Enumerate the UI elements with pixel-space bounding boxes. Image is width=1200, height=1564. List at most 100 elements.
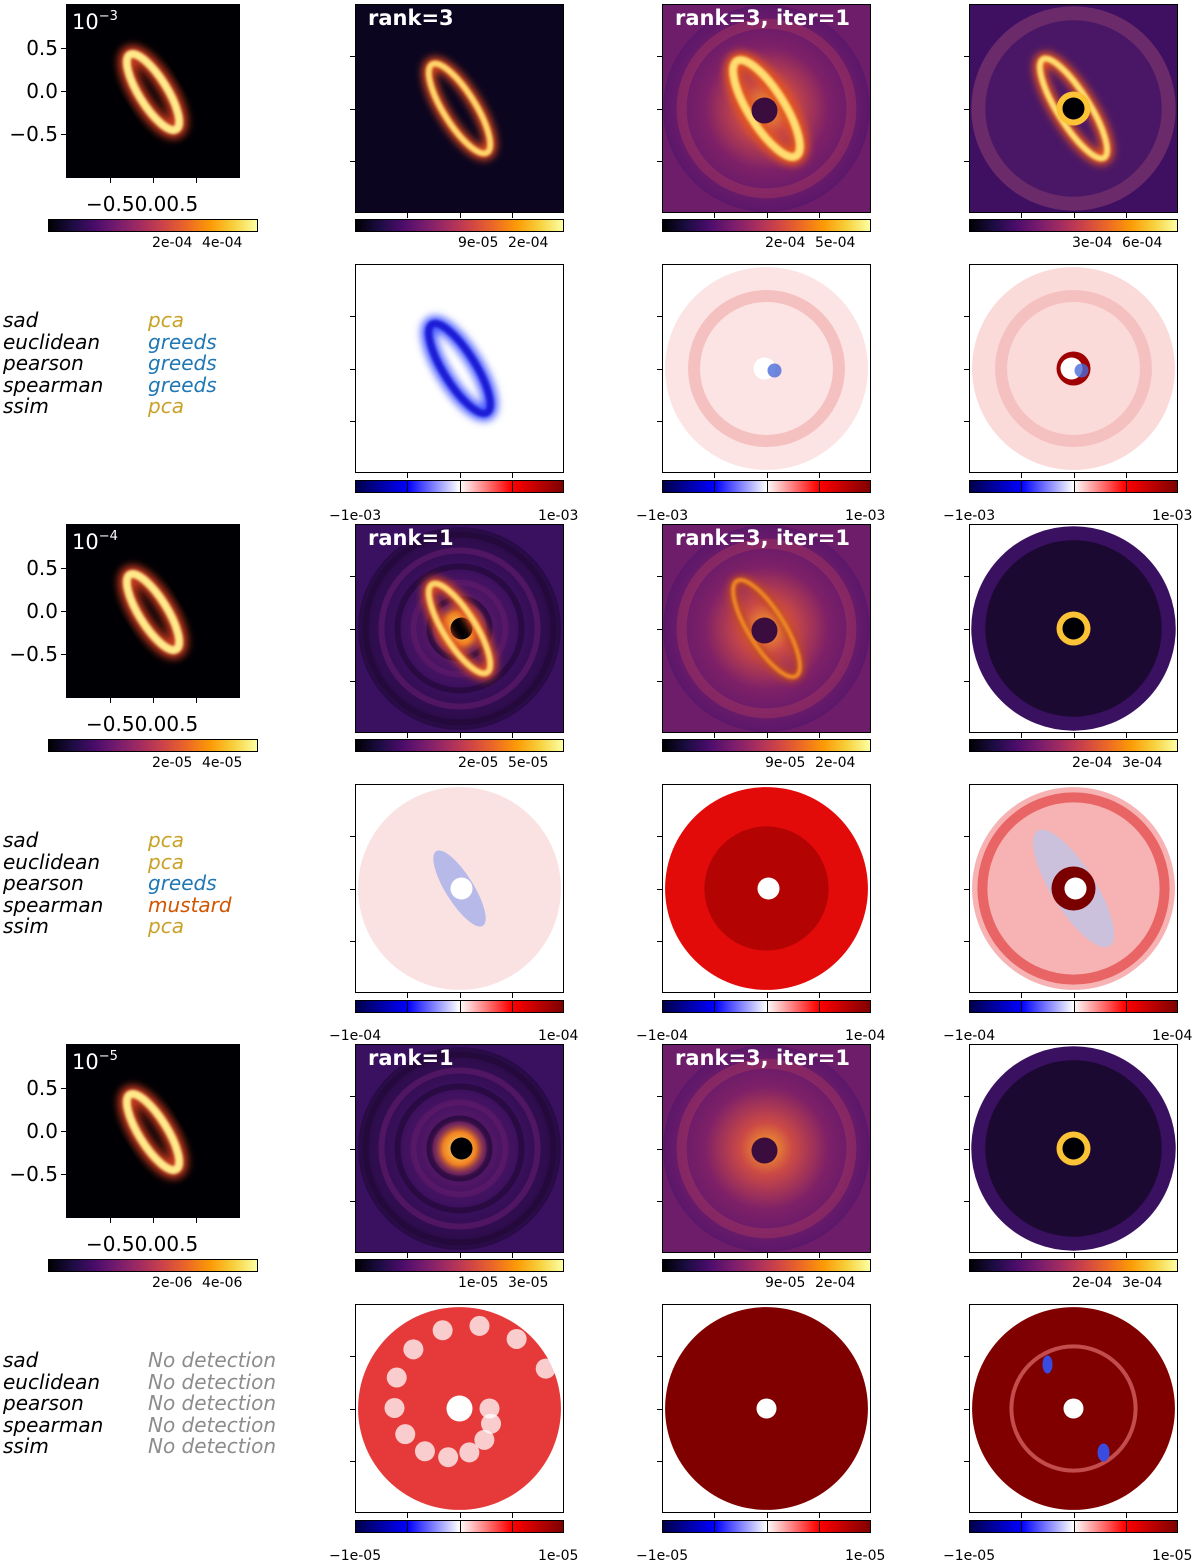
residual-greeds-ytick-2 <box>964 941 969 942</box>
model-y-tick-label: 0.0 <box>26 599 58 623</box>
residual-rank-xtick-1 <box>460 993 461 998</box>
residual-panel-greeds <box>969 264 1178 473</box>
residual-rank-ytick-2 <box>350 941 355 942</box>
method-greeds-ytick-0 <box>964 1096 969 1097</box>
residual-greeds-xtick-0 <box>1021 993 1022 998</box>
residual-greeds-ytick-0 <box>964 1356 969 1357</box>
residual-greeds-ytick-0 <box>964 836 969 837</box>
residual-greeds-xtick-2 <box>1126 1513 1127 1518</box>
residual-iter-xtick-1 <box>767 993 768 998</box>
residual-panel-greeds <box>969 1304 1178 1513</box>
residual-cbar-tick <box>1126 1000 1127 1013</box>
residual-rank-ytick-1 <box>350 889 355 890</box>
method-cbar-iter-tick-0: 9e-05 <box>765 755 806 771</box>
residual-greeds-ytick-2 <box>964 421 969 422</box>
contrast-base: 10 <box>72 530 99 554</box>
model-y-tick-label: −0.5 <box>9 642 58 666</box>
method-rank-ytick-2 <box>350 681 355 682</box>
method-cbar-iter-tick-0: 2e-04 <box>765 235 806 251</box>
method-rank-ytick-1 <box>350 109 355 110</box>
method-rank-xtick-1 <box>460 213 461 218</box>
residual-panel-iter <box>662 784 871 993</box>
model-cbar-tick-1: 4e-06 <box>202 1275 243 1291</box>
metric-name: spearman <box>3 1412 104 1437</box>
residual-cbar-iter-tick-0: −1e-05 <box>636 1548 689 1564</box>
residual-cbar-tick <box>407 1000 408 1013</box>
residual-cbar-tick <box>1021 480 1022 493</box>
residual-cbar-tick <box>1021 1520 1022 1533</box>
method-colorbar <box>969 1259 1178 1272</box>
residual-iter-ytick-0 <box>657 836 662 837</box>
residual-rank-ytick-0 <box>350 836 355 837</box>
residual-greeds-xtick-2 <box>1126 993 1127 998</box>
method-greeds-xtick-0 <box>1021 213 1022 218</box>
residual-rank-xtick-0 <box>407 993 408 998</box>
method-iter-xtick-0 <box>714 1253 715 1258</box>
residual-greeds-ytick-1 <box>964 889 969 890</box>
metric-name: sad <box>3 828 39 852</box>
method-panel-rank <box>355 4 564 213</box>
metric-name: euclidean <box>3 329 101 354</box>
residual-cbar-tick <box>767 1000 768 1013</box>
method-rank-ytick-1 <box>350 1149 355 1150</box>
method-greeds-xtick-1 <box>1074 213 1075 218</box>
metric-winner: No detection <box>148 1412 277 1437</box>
method-iter-ytick-1 <box>657 1149 662 1150</box>
method-colorbar <box>355 739 564 752</box>
model-x-tick <box>196 1218 197 1223</box>
method-iter-ytick-2 <box>657 1201 662 1202</box>
residual-cbar-greeds-tick-1: 1e-05 <box>1152 1548 1193 1564</box>
method-rank-xtick-0 <box>407 733 408 738</box>
metric-winner: pca <box>148 914 184 938</box>
method-cbar-iter-tick-1: 2e-04 <box>815 1275 856 1291</box>
residual-panel-greeds <box>969 784 1178 993</box>
metric-name: pearson <box>3 351 84 375</box>
model-y-tick-label: 0.5 <box>26 556 58 580</box>
method-colorbar <box>662 219 871 232</box>
method-cbar-greeds-tick-1: 3e-04 <box>1122 755 1163 771</box>
method-cbar-greeds-tick-1: 6e-04 <box>1122 235 1163 251</box>
residual-iter-xtick-1 <box>767 1513 768 1518</box>
model-y-tick <box>61 568 66 569</box>
method-iter-ytick-2 <box>657 681 662 682</box>
model-colorbar <box>48 219 258 232</box>
residual-iter-xtick-0 <box>714 1513 715 1518</box>
method-greeds-xtick-0 <box>1021 733 1022 738</box>
residual-cbar-tick <box>714 480 715 493</box>
metric-name: pearson <box>3 1391 84 1415</box>
residual-iter-ytick-1 <box>657 1409 662 1410</box>
metric-name: spearman <box>3 372 104 397</box>
metric-winner: greeds <box>148 372 217 397</box>
method-colorbar <box>662 1259 871 1272</box>
metric-winner: No detection <box>148 1434 277 1458</box>
method-cbar-rank-tick-0: 1e-05 <box>458 1275 499 1291</box>
residual-cbar-tick <box>1126 480 1127 493</box>
model-panel <box>66 524 240 698</box>
model-y-tick-label: 0.5 <box>26 1076 58 1100</box>
method-rank-ytick-1 <box>350 629 355 630</box>
method-cbar-greeds-tick-1: 3e-04 <box>1122 1275 1163 1291</box>
model-x-tick <box>153 1218 154 1223</box>
contrast-base: 10 <box>72 1050 99 1074</box>
method-colorbar <box>355 219 564 232</box>
method-greeds-ytick-2 <box>964 161 969 162</box>
method-colorbar <box>355 1259 564 1272</box>
metric-name: spearman <box>3 892 104 917</box>
metric-winner: pca <box>148 849 184 874</box>
model-cbar-tick-0: 2e-04 <box>152 235 193 251</box>
residual-panel-rank <box>355 784 564 993</box>
residual-cbar-rank-tick-0: −1e-04 <box>329 1028 382 1044</box>
metric-name: sad <box>3 308 39 332</box>
residual-rank-ytick-0 <box>350 1356 355 1357</box>
method-iter-xtick-2 <box>819 733 820 738</box>
model-y-tick <box>61 91 66 92</box>
residual-cbar-tick <box>767 480 768 493</box>
residual-rank-ytick-1 <box>350 369 355 370</box>
method-greeds-ytick-1 <box>964 1149 969 1150</box>
metric-winner: greeds <box>148 329 217 354</box>
method-rank-xtick-1 <box>460 1253 461 1258</box>
metric-winner: No detection <box>148 1369 277 1394</box>
residual-greeds-ytick-2 <box>964 1461 969 1462</box>
residual-rank-ytick-2 <box>350 1461 355 1462</box>
residual-cbar-tick <box>512 480 513 493</box>
